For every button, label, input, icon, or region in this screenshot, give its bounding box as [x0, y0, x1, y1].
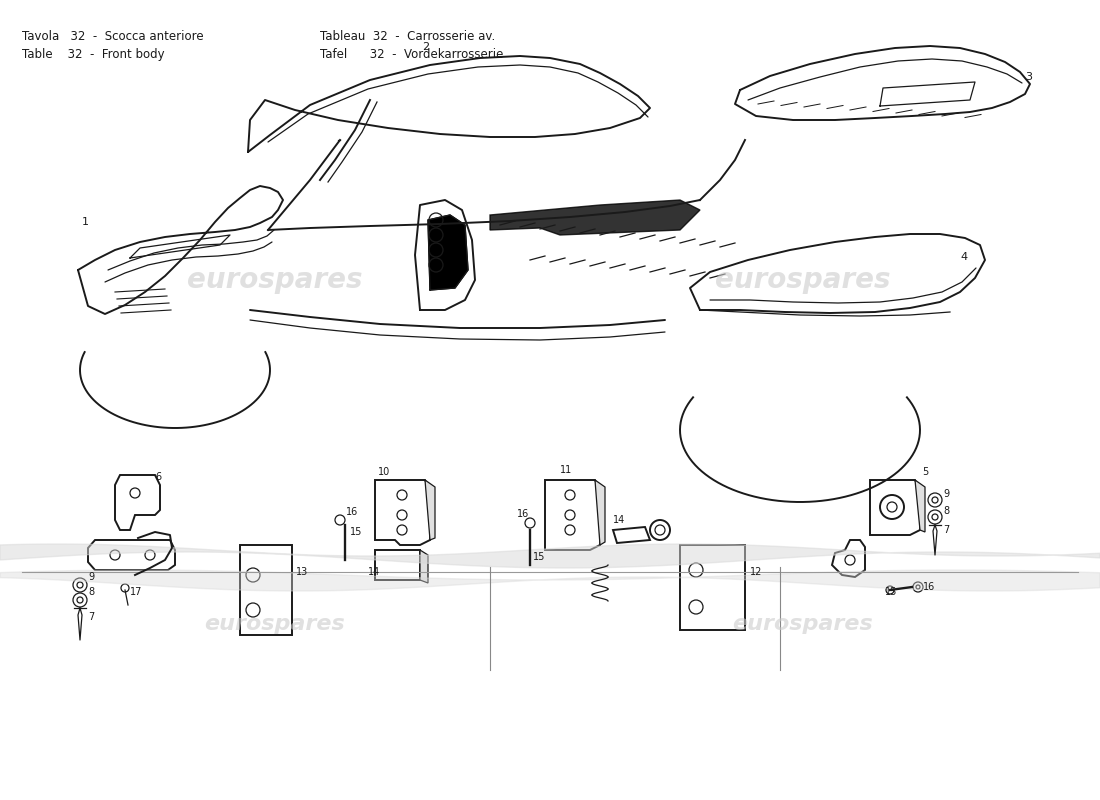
Text: 9: 9 [88, 572, 95, 582]
Text: 14: 14 [368, 567, 381, 577]
Text: 2: 2 [422, 42, 429, 52]
Text: eurospares: eurospares [205, 614, 345, 634]
FancyBboxPatch shape [240, 545, 292, 635]
Text: 6: 6 [155, 472, 161, 482]
Text: 13: 13 [296, 567, 308, 577]
Text: 17: 17 [130, 587, 142, 597]
Polygon shape [116, 475, 160, 530]
Text: 1: 1 [82, 217, 89, 227]
Text: 15: 15 [886, 587, 898, 597]
Text: 7: 7 [88, 612, 95, 622]
Polygon shape [490, 200, 700, 235]
Text: Tafel      32  -  Vordekarrosserie: Tafel 32 - Vordekarrosserie [320, 48, 504, 61]
Text: 14: 14 [613, 515, 625, 525]
Text: 8: 8 [88, 587, 95, 597]
Polygon shape [428, 215, 468, 290]
Text: eurospares: eurospares [733, 614, 873, 634]
Text: 5: 5 [922, 467, 928, 477]
Text: 9: 9 [943, 489, 949, 499]
FancyBboxPatch shape [680, 545, 745, 630]
Text: 4: 4 [960, 252, 967, 262]
Polygon shape [832, 540, 865, 577]
Polygon shape [613, 527, 650, 543]
Polygon shape [544, 480, 600, 550]
Text: 15: 15 [350, 527, 362, 537]
Text: 16: 16 [346, 507, 359, 517]
Text: 11: 11 [560, 465, 572, 475]
Text: Tableau  32  -  Carrosserie av.: Tableau 32 - Carrosserie av. [320, 30, 495, 43]
Text: Tavola   32  -  Scocca anteriore: Tavola 32 - Scocca anteriore [22, 30, 204, 43]
Polygon shape [375, 550, 420, 580]
Polygon shape [595, 480, 605, 545]
Text: eurospares: eurospares [187, 266, 363, 294]
Polygon shape [915, 480, 925, 532]
Text: 8: 8 [943, 506, 949, 516]
Polygon shape [870, 480, 920, 535]
Text: 3: 3 [1025, 72, 1032, 82]
Text: 10: 10 [378, 467, 390, 477]
Polygon shape [88, 540, 175, 570]
Text: Table    32  -  Front body: Table 32 - Front body [22, 48, 165, 61]
Polygon shape [425, 480, 435, 540]
Text: 16: 16 [517, 509, 529, 519]
Text: eurospares: eurospares [715, 266, 891, 294]
Text: 16: 16 [923, 582, 935, 592]
Polygon shape [375, 480, 430, 545]
Polygon shape [420, 550, 428, 583]
Text: 12: 12 [750, 567, 762, 577]
Text: 15: 15 [534, 552, 546, 562]
Text: 7: 7 [943, 525, 949, 535]
